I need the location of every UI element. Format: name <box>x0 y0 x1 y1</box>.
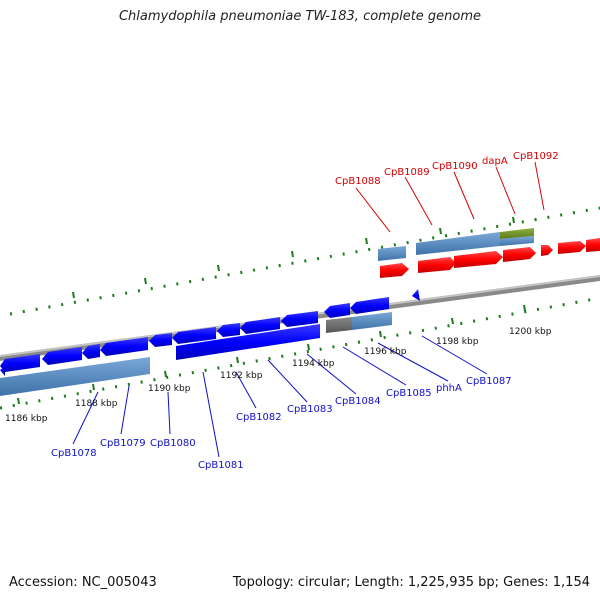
scale-label: 1200 kbp <box>509 327 552 337</box>
minus-strand-genes <box>0 289 420 376</box>
gene-arrow-minus <box>82 344 100 359</box>
gene-arrow-plus <box>380 263 409 278</box>
gene-arrow-plus <box>586 238 600 252</box>
gene-label-minus: CpB1081 <box>198 460 244 471</box>
gene-arrow-minus <box>240 317 280 334</box>
cds-band-segment <box>416 232 500 255</box>
gene-arrow-minus <box>412 289 420 301</box>
minus-label-leaders <box>72 335 488 458</box>
pseudogene-band-segment <box>326 317 352 333</box>
scale-label: 1190 kbp <box>148 384 191 394</box>
cds-band-lower <box>0 312 392 396</box>
gene-label-minus: CpB1080 <box>150 438 196 449</box>
plus-strand-genes <box>380 238 600 278</box>
scale-label: 1192 kbp <box>220 371 263 381</box>
cds-band-segment <box>352 312 392 330</box>
genome-summary: Topology: circular; Length: 1,225,935 bp… <box>232 575 590 590</box>
minus-gene-labels: CpB1078 CpB1079 CpB1080 CpB1081 CpB1082 … <box>51 376 512 471</box>
gene-label-minus: CpB1078 <box>51 448 97 459</box>
inner-major-ticks <box>17 304 526 405</box>
gene-label-minus: phhA <box>436 383 462 394</box>
gene-arrow-plus <box>454 251 503 268</box>
gene-arrow-plus <box>418 257 456 273</box>
gene-label-minus: CpB1085 <box>386 388 432 399</box>
gene-arrow-minus <box>0 354 40 372</box>
gene-arrow-minus <box>217 323 240 337</box>
scale-label: 1186 kbp <box>5 414 48 424</box>
cds-band-segment <box>0 357 150 396</box>
cds-band-segment <box>500 236 534 246</box>
gene-arrow-plus <box>541 245 553 256</box>
scale-label: 1198 kbp <box>436 337 479 347</box>
gene-label-minus: CpB1084 <box>335 396 381 407</box>
gene-label-minus: CpB1087 <box>466 376 512 387</box>
gene-arrow-minus <box>100 337 148 356</box>
outer-major-ticks <box>72 216 515 299</box>
accession-label: Accession: NC_005043 <box>9 575 157 590</box>
cds-band-segment <box>378 246 406 261</box>
gene-label-plus: CpB1089 <box>384 167 430 178</box>
gene-label-minus: CpB1079 <box>100 438 146 449</box>
gene-arrow-plus <box>503 247 536 262</box>
gene-arrow-minus <box>324 303 350 318</box>
gene-arrow-plus <box>558 241 586 254</box>
gene-arrow-minus <box>172 327 216 344</box>
genome-title: Chlamydophila pneumoniae TW-183, complet… <box>118 9 482 24</box>
gene-arrow-minus <box>176 324 320 360</box>
gene-label-plus: CpB1088 <box>335 176 381 187</box>
scale-label: 1188 kbp <box>75 399 118 409</box>
scale-label: 1194 kbp <box>292 359 335 369</box>
gene-arrow-minus <box>350 297 389 314</box>
rna-band-segment <box>500 228 534 239</box>
gene-label-minus: CpB1083 <box>287 404 333 415</box>
gene-arrow-minus <box>281 311 318 327</box>
inner-tick-row <box>0 296 600 410</box>
scale-labels: 1186 kbp 1188 kbp 1190 kbp 1192 kbp 1194… <box>5 327 552 424</box>
plus-label-leaders <box>355 161 545 233</box>
scale-label: 1196 kbp <box>364 347 407 357</box>
gene-label-minus: CpB1082 <box>236 412 282 423</box>
gene-arrow-minus <box>42 347 82 365</box>
gene-label-plus: CpB1090 <box>432 161 478 172</box>
gene-arrow-minus <box>149 333 172 347</box>
gene-label-plus: dapA <box>482 156 508 167</box>
outer-tick-row <box>9 206 600 316</box>
gene-label-plus: CpB1092 <box>513 151 559 162</box>
cds-band-upper <box>378 228 534 261</box>
plus-gene-labels: CpB1088 CpB1089 CpB1090 dapA CpB1092 <box>335 151 559 187</box>
